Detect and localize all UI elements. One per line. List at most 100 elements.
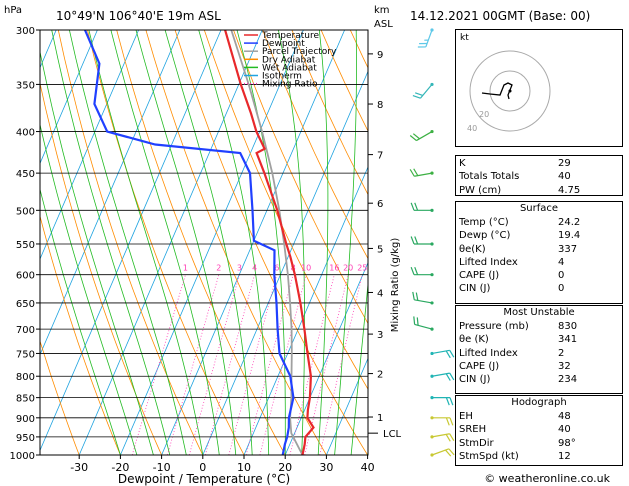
mu-label: Lifted Index	[459, 347, 518, 359]
copyright: © weatheronline.co.uk	[484, 472, 610, 485]
dewpoint-line	[83, 30, 295, 455]
mixing-ratio-label: 2	[216, 264, 221, 273]
surface-label: Temp (°C)	[459, 217, 509, 228]
isotherm-line	[243, 166, 368, 455]
wind-barb-base	[430, 351, 434, 356]
lcl-label: LCL	[383, 429, 402, 440]
dry-adiabat-line	[40, 339, 80, 455]
hodograph-ring-label-20: 20	[479, 110, 489, 119]
mixing-ratio-label: 3	[237, 264, 242, 273]
surface-value: 4	[558, 256, 565, 268]
index-label: PW (cm)	[459, 184, 502, 196]
surface-label: Dewp (°C)	[459, 230, 511, 242]
hodo-label: StmSpd (kt)	[459, 450, 519, 462]
wind-barb-flag	[449, 372, 455, 381]
isotherm-line	[0, 30, 15, 455]
wind-barb-flag	[416, 317, 419, 326]
surface-value: 337	[558, 243, 578, 255]
temperature-tick-label: 40	[361, 461, 375, 474]
mu-value: 234	[558, 374, 578, 386]
mu-label: CIN (J)	[459, 374, 491, 386]
location-title: 10°49'N 106°40'E 19m ASL	[56, 9, 221, 23]
hodo-value: 98°	[558, 437, 576, 449]
hodograph-ring-40	[469, 50, 551, 132]
most-unstable-box: Most Unstable Pressure (mb) 830 θe (K) 341…	[455, 305, 623, 394]
pressure-tick-label: 600	[16, 271, 35, 282]
mixing-ratio-line	[167, 274, 220, 455]
wet-adiabat-lines	[40, 30, 368, 455]
index-row-pw: PW (cm) 4.75	[456, 184, 622, 197]
hpa-label: hPa	[4, 5, 22, 16]
wind-barb-flag	[445, 397, 450, 406]
wind-barb-flag	[412, 291, 415, 300]
surface-row: θe(K) 337	[456, 243, 622, 256]
index-label: K	[459, 158, 466, 169]
wind-barb-flag	[414, 236, 419, 245]
hodo-value: 12	[558, 450, 571, 462]
mixing-ratio-line	[204, 274, 255, 455]
indices-box: K 29 Totals Totals 40 PW (cm) 4.75	[455, 155, 623, 196]
legend-label: Dewpoint	[262, 39, 305, 49]
wind-barb-flag	[413, 316, 416, 325]
isotherm-line	[120, 30, 304, 455]
axes: 3003504004505005506006507007508008509009…	[10, 26, 402, 474]
wind-barb-flag	[445, 449, 452, 457]
legend-label: Temperature	[261, 31, 319, 41]
wet-adiabat-line	[164, 30, 253, 455]
index-value: 4.75	[558, 184, 581, 196]
wind-barb-flag	[410, 202, 415, 211]
pressure-tick-label: 1000	[10, 451, 35, 462]
plot-frame	[39, 29, 369, 456]
surface-label: CIN (J)	[459, 283, 491, 295]
wet-adiabat-line	[40, 49, 154, 455]
legend-label: Isotherm	[262, 72, 302, 82]
surface-row: Dewp (°C) 19.4	[456, 229, 622, 242]
wind-barb-flag	[449, 397, 454, 406]
index-label: Totals Totals	[459, 171, 520, 183]
hodograph-table-box: Hodograph EH 48 SREH 40 StmDir 98° StmSpd (…	[455, 395, 623, 466]
index-row-k: K 29	[456, 157, 622, 170]
wind-barb-flag	[414, 92, 423, 97]
pressure-level-lines	[40, 30, 368, 455]
pressure-tick-label: 900	[16, 414, 35, 425]
wind-barb-flag	[448, 448, 455, 456]
pressure-tick-label: 850	[16, 394, 35, 405]
wind-barb-base	[430, 374, 434, 378]
surface-label: θe(K)	[459, 243, 486, 255]
most-unstable-title: Most Unstable	[503, 307, 575, 318]
height-tick-label: 5	[377, 244, 383, 255]
hodo-value: 48	[558, 411, 571, 422]
surface-value: 0	[558, 283, 565, 295]
wind-barb-base	[430, 171, 434, 175]
surface-row: CAPE (J) 0	[456, 269, 622, 282]
wind-barb-staff	[416, 131, 433, 142]
mixing-ratio-axis-label: Mixing Ratio (g/kg)	[390, 238, 401, 333]
mu-row: CIN (J) 234	[456, 373, 622, 386]
datetime-title: 14.12.2021 00GMT (Base: 00)	[410, 9, 590, 23]
mu-label: Pressure (mb)	[459, 321, 529, 332]
surface-label: Lifted Index	[459, 256, 518, 268]
wind-barb-flag	[449, 417, 454, 426]
mu-row: Lifted Index 2	[456, 347, 622, 360]
mixing-ratio-label: 6	[274, 264, 279, 273]
pressure-tick-label: 550	[16, 240, 35, 251]
wind-barb-staff	[414, 299, 433, 304]
wind-barb-staff	[414, 323, 433, 330]
temperature-tick-label: 0	[199, 461, 206, 474]
pressure-tick-label: 650	[16, 299, 35, 310]
wind-barb-flag	[414, 266, 419, 275]
isotherm-line	[40, 30, 222, 452]
height-tick-label: 4	[377, 288, 383, 299]
wind-barb-flag	[409, 169, 415, 177]
hodo-label: StmDir	[459, 437, 494, 449]
isotherm-line	[202, 70, 368, 455]
wind-barb-base	[430, 435, 434, 439]
temperature-tick-label: 30	[319, 461, 333, 474]
index-value: 40	[558, 171, 571, 183]
height-tick-label: 6	[377, 199, 383, 210]
isotherm-line	[326, 357, 368, 455]
wind-barb-flag	[412, 95, 421, 99]
index-value: 29	[558, 158, 571, 169]
surface-value: 19.4	[558, 230, 581, 242]
wind-barb-flag	[412, 133, 420, 140]
